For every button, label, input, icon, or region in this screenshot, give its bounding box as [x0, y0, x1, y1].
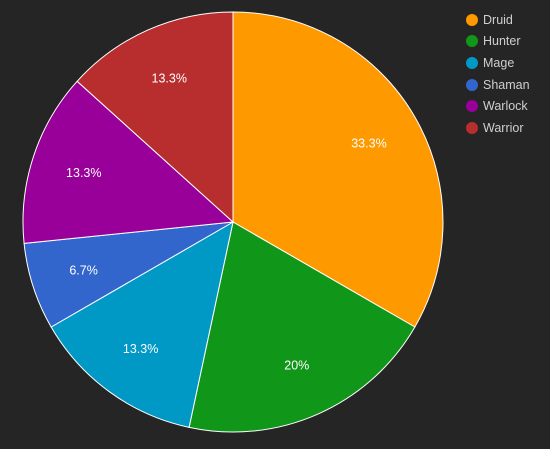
- slice-label-hunter: 20%: [284, 358, 309, 372]
- legend-item-druid[interactable]: Druid: [466, 9, 530, 31]
- pie-slice-druid[interactable]: [232, 11, 444, 328]
- slice-label-warrior: 13.3%: [152, 72, 187, 86]
- legend-label: Mage: [483, 55, 515, 70]
- legend-label: Shaman: [483, 77, 530, 92]
- slice-label-shaman: 6.7%: [69, 263, 98, 277]
- legend-label: Druid: [483, 12, 513, 27]
- pie-slice-warlock[interactable]: [22, 80, 235, 244]
- legend-swatch: [466, 100, 478, 113]
- legend: Druid Hunter Mage Shaman Warlock Warrior: [466, 9, 530, 139]
- legend-label: Warlock: [483, 99, 528, 114]
- pie-slice-warrior[interactable]: [76, 11, 234, 224]
- slice-label-druid: 33.3%: [351, 137, 386, 151]
- pie-slice-mage[interactable]: [50, 221, 234, 428]
- legend-swatch: [466, 13, 478, 26]
- legend-item-mage[interactable]: Mage: [466, 52, 530, 74]
- pie-slice-hunter[interactable]: [188, 221, 416, 433]
- legend-swatch: [466, 121, 478, 134]
- legend-item-hunter[interactable]: Hunter: [466, 31, 530, 53]
- legend-label: Warrior: [483, 120, 524, 135]
- legend-swatch: [466, 56, 478, 69]
- legend-item-shaman[interactable]: Shaman: [466, 74, 530, 96]
- legend-swatch: [466, 78, 478, 91]
- legend-swatch: [466, 35, 478, 48]
- slice-label-warlock: 13.3%: [66, 166, 101, 180]
- legend-label: Hunter: [483, 34, 521, 49]
- slice-label-mage: 13.3%: [123, 342, 158, 356]
- legend-item-warlock[interactable]: Warlock: [466, 95, 530, 117]
- legend-item-warrior[interactable]: Warrior: [466, 117, 530, 139]
